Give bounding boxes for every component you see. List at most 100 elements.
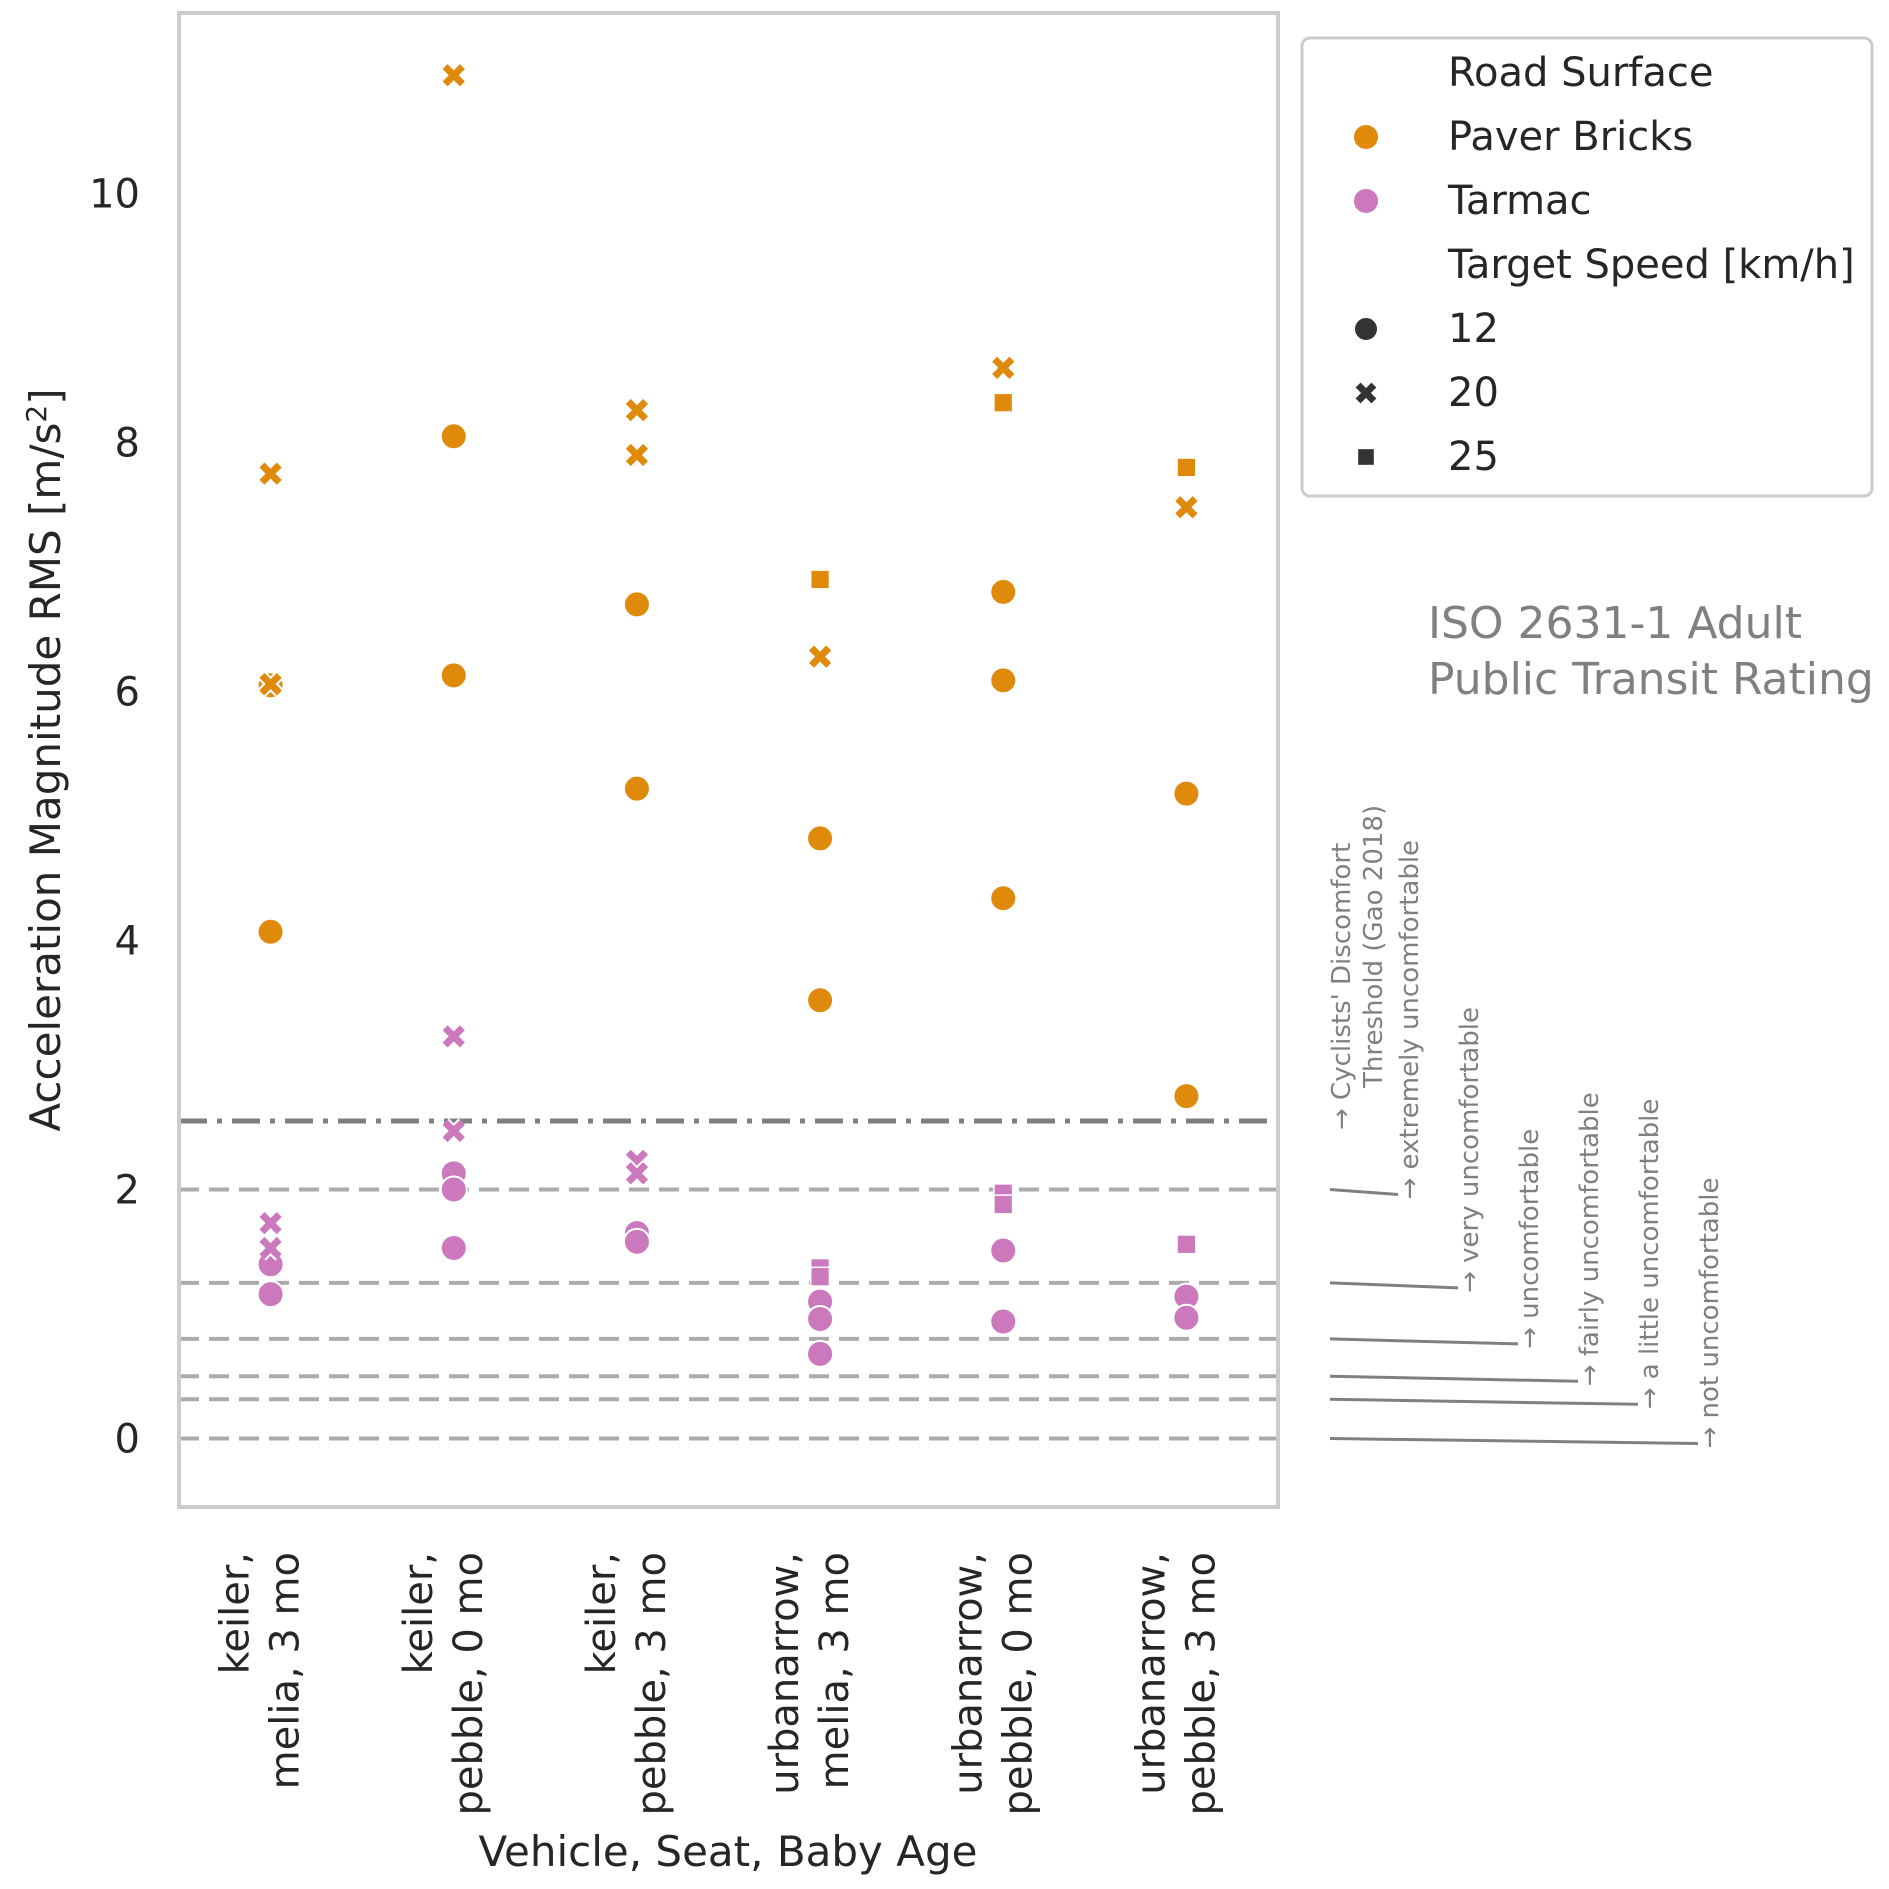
iso-annotation-connector [1329, 1397, 1639, 1406]
legend-marker [1352, 187, 1380, 215]
iso-annotation-label: → Cyclists' DiscomfortThreshold (Gao 201… [1327, 805, 1389, 1130]
data-point [1172, 1303, 1201, 1332]
y-axis-label: Acceleration Magnitude RMS [m/s2] [20, 388, 70, 1131]
x-tick-label-line: keiler, [396, 1552, 442, 1674]
data-point [258, 1210, 284, 1236]
x-tick-label-line: urbanarrow, [945, 1552, 991, 1795]
data-point [809, 1266, 831, 1287]
x-tick-label-line: urbanarrow, [762, 1552, 808, 1795]
iso-annotation-label: → a little uncomfortable [1635, 1099, 1665, 1410]
x-tick-label: urbanarrow, melia, 3 mo [762, 1552, 858, 1795]
x-tick-label: keiler, melia, 3 mo [213, 1552, 309, 1789]
iso-annotation-connector [1329, 1281, 1459, 1290]
data-point [806, 824, 835, 853]
marker-stroke [808, 645, 832, 668]
x-tick-label: urbanarrow, pebble, 3 mo [1128, 1552, 1224, 1816]
legend-frame [1300, 36, 1874, 498]
legend-item-label: 25 [1448, 434, 1499, 480]
data-markers [256, 62, 1201, 1368]
marker-stroke [442, 1025, 465, 1048]
iso-annotation-label: → not uncomfortable [1695, 1178, 1725, 1449]
marker-stroke [625, 443, 649, 467]
iso-annotation-title-line: Public Transit Rating [1428, 654, 1874, 705]
data-point [439, 422, 468, 451]
iso-annotation-title: ISO 2631-1 Adult Public Transit Rating [1428, 598, 1874, 705]
data-point [256, 1280, 285, 1309]
data-point [439, 661, 468, 690]
legend-marker [1353, 316, 1379, 342]
legend-item-label: 20 [1448, 370, 1499, 416]
marker-stroke [442, 64, 465, 87]
data-point [989, 884, 1018, 913]
marker-stroke [992, 356, 1015, 379]
data-point [622, 774, 651, 803]
x-tick-label-line: keiler, [213, 1552, 259, 1674]
legend-marker [1352, 123, 1380, 151]
x-tick-label-line: pebble, 0 mo [446, 1552, 492, 1816]
data-point [989, 1236, 1018, 1265]
legend-title-road-surface: Road Surface [1448, 50, 1713, 96]
data-point [622, 590, 651, 619]
x-tick-label: keiler, pebble, 0 mo [396, 1552, 492, 1816]
marker-stroke [1355, 382, 1377, 404]
y-tick-label: 0 [115, 1417, 140, 1463]
data-point [624, 397, 650, 423]
iso-annotation-label: → extremely uncomfortable [1395, 840, 1425, 1200]
x-tick-label-line: keiler, [579, 1552, 625, 1674]
iso-annotations: ISO 2631-1 Adult Public Transit Rating → C… [1327, 598, 1874, 1449]
data-point [806, 1339, 835, 1368]
y-tick-label: 2 [115, 1168, 140, 1214]
data-point [258, 461, 284, 487]
iso-annotation-label: → fairly uncomfortable [1575, 1092, 1605, 1386]
iso-annotation-title-line: ISO 2631-1 Adult [1428, 598, 1802, 649]
iso-annotation-label: → uncomfortable [1515, 1129, 1545, 1349]
data-point [990, 355, 1016, 381]
marker-stroke [259, 1236, 282, 1260]
legend-marker [1354, 381, 1378, 405]
plot-frame [177, 11, 1280, 1509]
x-tick-label: keiler, pebble, 3 mo [579, 1552, 675, 1816]
x-tick-label-line: urbanarrow, [1128, 1552, 1174, 1795]
data-point [989, 1307, 1018, 1336]
data-point [258, 1235, 284, 1261]
data-point [441, 1023, 467, 1049]
data-point [624, 442, 650, 468]
x-tick-label-line: pebble, 3 mo [1178, 1552, 1224, 1816]
y-tick-label: 6 [115, 670, 140, 716]
data-point [258, 671, 284, 697]
x-axis-ticks: keiler, melia, 3 mo keiler, pebble, 0 mo kei… [213, 1552, 1225, 1816]
legend-item-label: Paver Bricks [1448, 114, 1693, 160]
marker-stroke [259, 462, 282, 485]
data-point [624, 1160, 650, 1186]
legend: Road Surface Paver Bricks Tarmac Target Spe… [1300, 36, 1874, 498]
data-point [807, 644, 833, 670]
data-point [1172, 779, 1201, 808]
marker-stroke [625, 399, 649, 422]
x-tick-label-line: pebble, 0 mo [995, 1552, 1041, 1816]
iso-annotation-label-line: Threshold (Gao 2018) [1359, 805, 1389, 1089]
legend-title-target-speed: Target Speed [km/h] [1447, 242, 1855, 288]
marker-stroke [1175, 496, 1198, 519]
data-point [441, 62, 467, 88]
iso-annotation-connector [1329, 1437, 1699, 1446]
legend-item-label: Tarmac [1447, 178, 1592, 224]
x-tick-label-line: melia, 3 mo [812, 1552, 858, 1789]
data-point [439, 1234, 468, 1263]
x-tick-label-line: pebble, 3 mo [629, 1552, 675, 1816]
iso-annotation-label: → very uncomfortable [1455, 1007, 1485, 1293]
y-tick-label: 10 [89, 172, 140, 218]
data-point [622, 1227, 651, 1256]
data-point [989, 666, 1018, 695]
x-axis-label: Vehicle, Seat, Baby Age [479, 1827, 978, 1876]
data-point [806, 1305, 835, 1334]
data-point [256, 917, 285, 946]
y-tick-label: 8 [115, 421, 140, 467]
data-point [809, 569, 831, 590]
data-point [993, 392, 1014, 413]
data-point [993, 1194, 1014, 1215]
y-axis-ticks: 0 2 4 6 8 10 [89, 172, 140, 1463]
data-point [1172, 1082, 1201, 1111]
data-point [441, 1118, 467, 1144]
legend-item-label: 12 [1448, 306, 1499, 352]
